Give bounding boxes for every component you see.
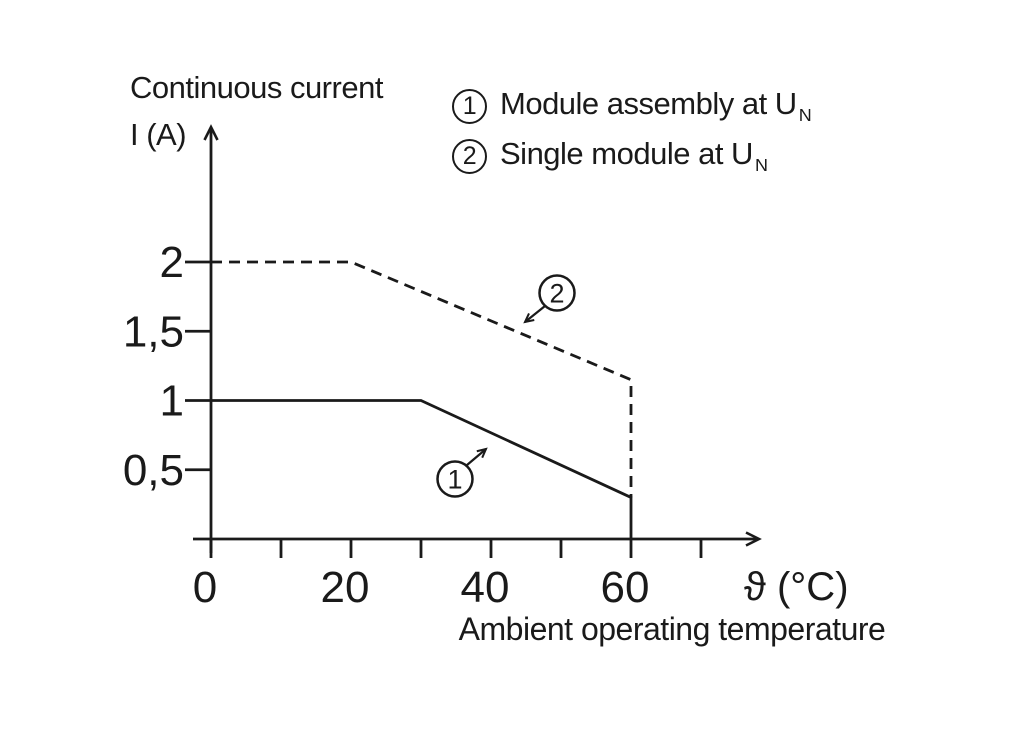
x-axis-symbol-label: ϑ (°C) bbox=[744, 565, 849, 609]
y-axis-title-line2: I (A) bbox=[130, 117, 187, 152]
y-tick-label: 0,5 bbox=[123, 446, 184, 495]
series-2-callout-circle-icon bbox=[538, 274, 576, 312]
series-1-callout-arrow-icon bbox=[466, 447, 488, 466]
legend-marker-2-icon: 2 bbox=[452, 138, 487, 174]
legend-label-1-text: Module assembly at U bbox=[500, 86, 797, 121]
legend-marker-1-icon: 1 bbox=[452, 88, 487, 124]
series-2-callout-number: 2 bbox=[549, 279, 564, 309]
x-tick-label: 60 bbox=[601, 563, 650, 612]
y-tick-label: 2 bbox=[160, 238, 184, 287]
axis-ticks: 0 20 40 60 0,5 1 1,5 2 bbox=[123, 238, 703, 612]
series-1-callout: 1 bbox=[436, 447, 488, 498]
y-tick-label: 1,5 bbox=[123, 307, 184, 356]
series-1-callout-circle-icon bbox=[436, 460, 474, 498]
legend-label-2-subscript: N bbox=[754, 155, 768, 176]
legend-label-1-subscript: N bbox=[798, 105, 812, 126]
y-axis-title-line1: Continuous current bbox=[130, 70, 383, 105]
y-tick-label: 1 bbox=[160, 377, 184, 426]
x-tick-label: 0 bbox=[193, 563, 217, 612]
series-2-callout-arrow-icon bbox=[523, 305, 546, 324]
series-1-curve bbox=[211, 399, 633, 539]
x-tick-label: 20 bbox=[321, 563, 370, 612]
legend-label-2-text: Single module at U bbox=[500, 136, 753, 172]
y-axis-title: Continuous current I (A) bbox=[130, 64, 383, 158]
x-tick-label: 40 bbox=[461, 563, 510, 612]
x-axis-caption: Ambient operating temperature bbox=[458, 611, 886, 647]
series-1-callout-number: 1 bbox=[447, 465, 462, 495]
data-curves bbox=[211, 260, 633, 539]
series-2-curve bbox=[211, 260, 633, 498]
series-2-callout: 2 bbox=[523, 274, 576, 324]
